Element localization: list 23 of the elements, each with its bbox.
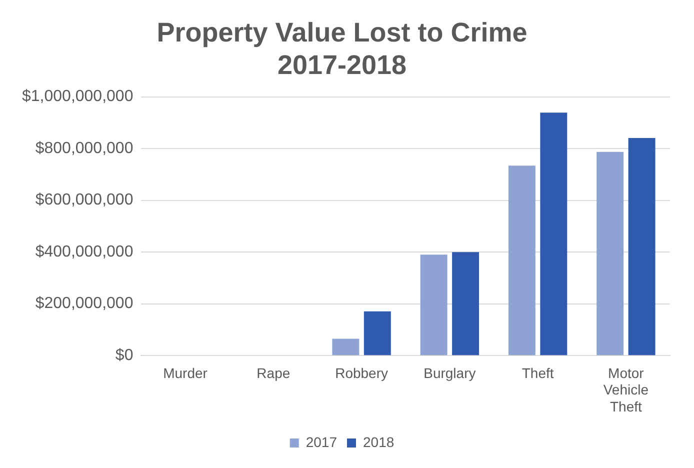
x-tick-label: Theft (522, 364, 554, 381)
bar (596, 152, 624, 356)
bar (540, 112, 568, 356)
y-tick-label: $400,000,000 (35, 243, 134, 260)
y-tick-label: $0 (115, 347, 134, 364)
y-tick-label: $600,000,000 (35, 192, 134, 209)
x-tick-label: Motor Vehicle Theft (603, 364, 649, 414)
bar (364, 311, 391, 356)
x-tick-label: Robbery (335, 364, 388, 381)
x-tick-label: Rape (256, 364, 290, 381)
x-tick-label: Burglary (424, 364, 476, 381)
legend-label: 2018 (363, 434, 394, 450)
chart-title: Property Value Lost to Crime 2017-2018 (156, 18, 528, 80)
x-tick-label: Murder (163, 364, 208, 381)
y-tick-label: $1,000,000,000 (22, 88, 134, 106)
bar (332, 338, 360, 356)
bar (628, 138, 656, 356)
bar (452, 252, 480, 356)
legend-label: 2017 (306, 434, 338, 450)
bar (420, 254, 448, 356)
bar (508, 166, 536, 356)
y-tick-label: $200,000,000 (35, 295, 134, 312)
y-tick-label: $800,000,000 (35, 140, 134, 157)
